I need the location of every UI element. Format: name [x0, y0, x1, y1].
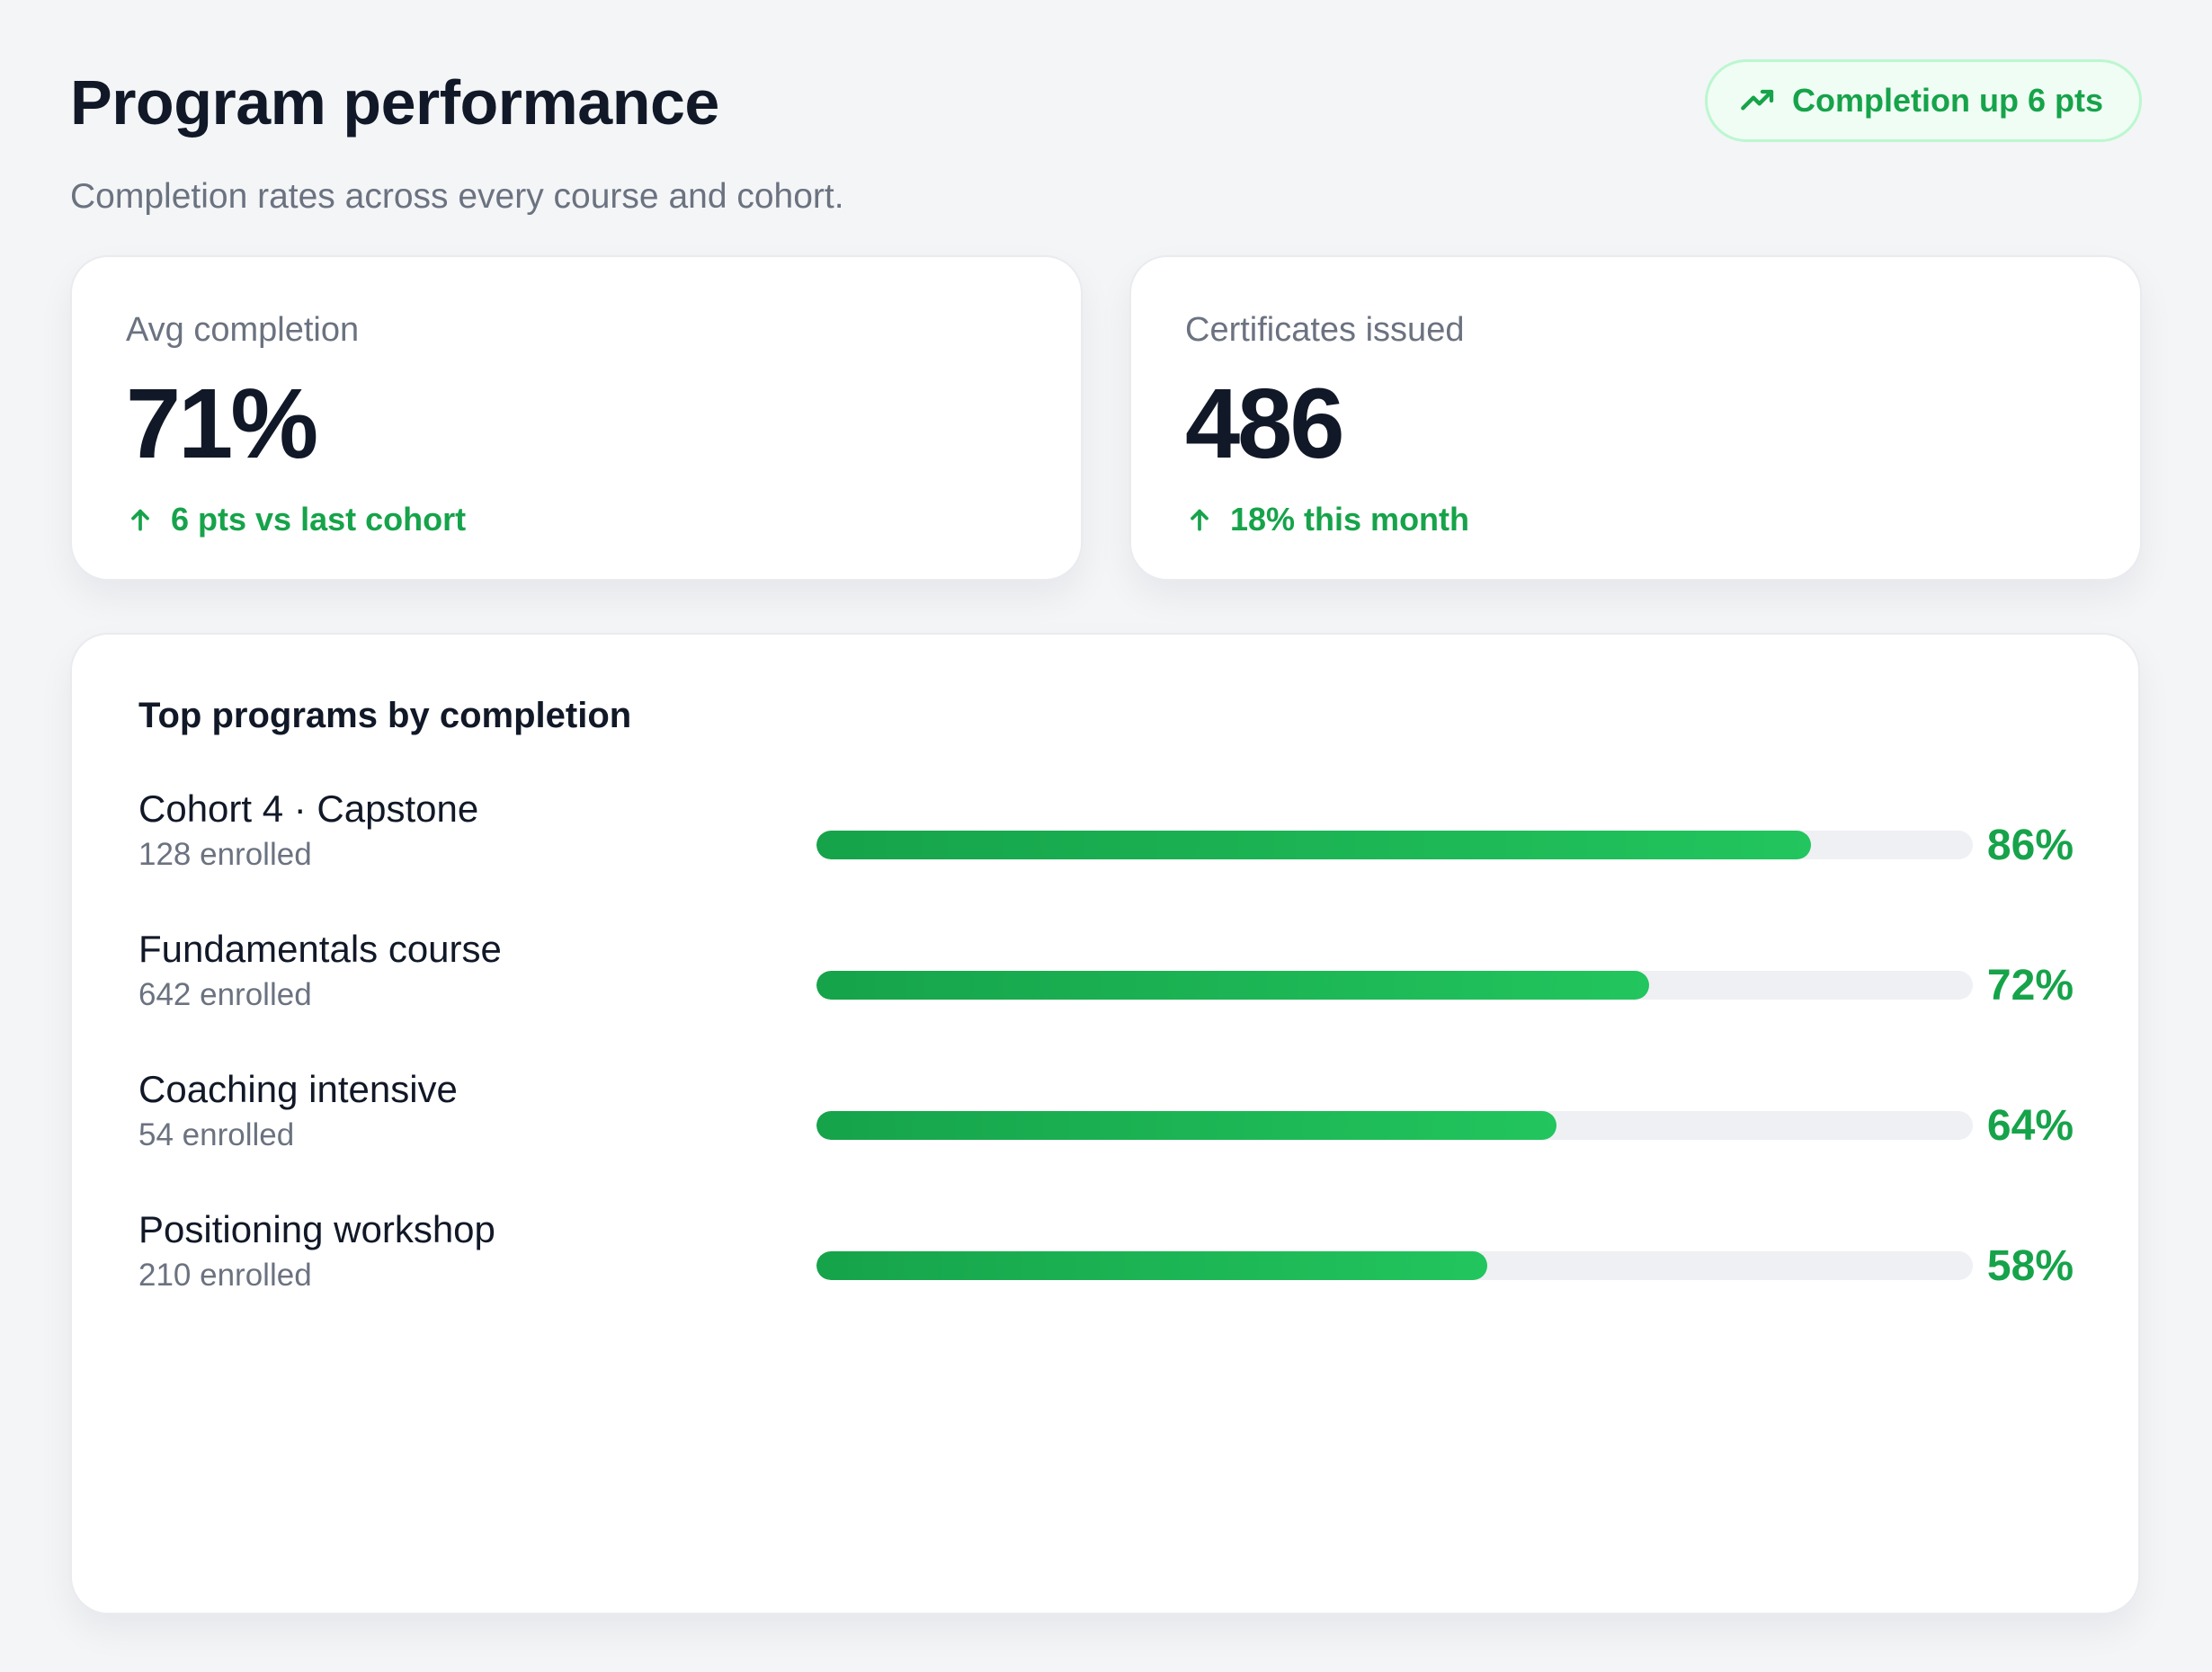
program-name: Positioning workshop	[138, 1208, 495, 1250]
completion-percent: 58%	[1986, 1242, 2074, 1290]
stat-delta-label: 18% this month	[1230, 501, 1470, 538]
stat-value: 71%	[126, 369, 318, 479]
completion-bar-fill	[816, 1251, 1487, 1280]
completion-trend-badge[interactable]: Completion up 6 pts	[1705, 59, 2142, 142]
arrow-up-icon	[1191, 509, 1209, 531]
page-header: Program performance Completion rates acr…	[70, 59, 2142, 216]
completion-bar-track	[816, 971, 1973, 1000]
stat-delta-label: 6 pts vs last cohort	[171, 501, 467, 538]
top-programs-card: Top programs by completion Cohort 4 · Ca…	[70, 633, 2140, 1614]
completion-percent: 72%	[1986, 962, 2074, 1009]
program-name: Coaching intensive	[138, 1068, 458, 1110]
program-enrolled: 54 enrolled	[138, 1117, 295, 1152]
program-enrolled: 642 enrolled	[138, 977, 312, 1012]
program-row-coaching-intensive[interactable]: Coaching intensive 54 enrolled 64%	[138, 1064, 2074, 1163]
completion-bar-track	[816, 1111, 1973, 1140]
completion-percent: 64%	[1986, 1102, 2074, 1150]
completion-bar-track	[816, 1251, 1973, 1280]
program-enrolled: 210 enrolled	[138, 1258, 312, 1293]
completion-trend-label: Completion up 6 pts	[1792, 82, 2103, 119]
certificates-issued-card: Certificates issued 486 18% this month	[1129, 255, 2142, 581]
stat-delta: 18% this month	[1185, 500, 2086, 539]
trending-up-icon	[1741, 89, 1774, 111]
arrow-up-icon	[131, 509, 149, 531]
completion-bar-fill	[816, 1111, 1557, 1140]
program-enrolled: 128 enrolled	[138, 837, 312, 872]
stat-value: 486	[1185, 369, 1345, 479]
program-name: Cohort 4 · Capstone	[138, 787, 479, 830]
stat-delta: 6 pts vs last cohort	[126, 500, 1027, 539]
program-row-fundamentals-course[interactable]: Fundamentals course 642 enrolled 72%	[138, 924, 2074, 1023]
stat-label: Avg completion	[126, 311, 360, 349]
completion-bar-fill	[816, 971, 1649, 1000]
program-row-cohort-4-capstone[interactable]: Cohort 4 · Capstone 128 enrolled 86%	[138, 784, 2074, 883]
page-title: Program performance	[70, 67, 719, 138]
program-name: Fundamentals course	[138, 928, 502, 970]
avg-completion-card: Avg completion 71% 6 pts vs last cohort	[70, 255, 1083, 581]
stat-label: Certificates issued	[1185, 311, 1465, 349]
top-programs-title: Top programs by completion	[138, 696, 632, 735]
completion-percent: 86%	[1986, 822, 2074, 869]
completion-bar-fill	[816, 831, 1811, 859]
completion-bar-track	[816, 831, 1973, 859]
program-row-positioning-workshop[interactable]: Positioning workshop 210 enrolled 58%	[138, 1205, 2074, 1303]
page-subtitle: Completion rates across every course and…	[70, 177, 844, 216]
